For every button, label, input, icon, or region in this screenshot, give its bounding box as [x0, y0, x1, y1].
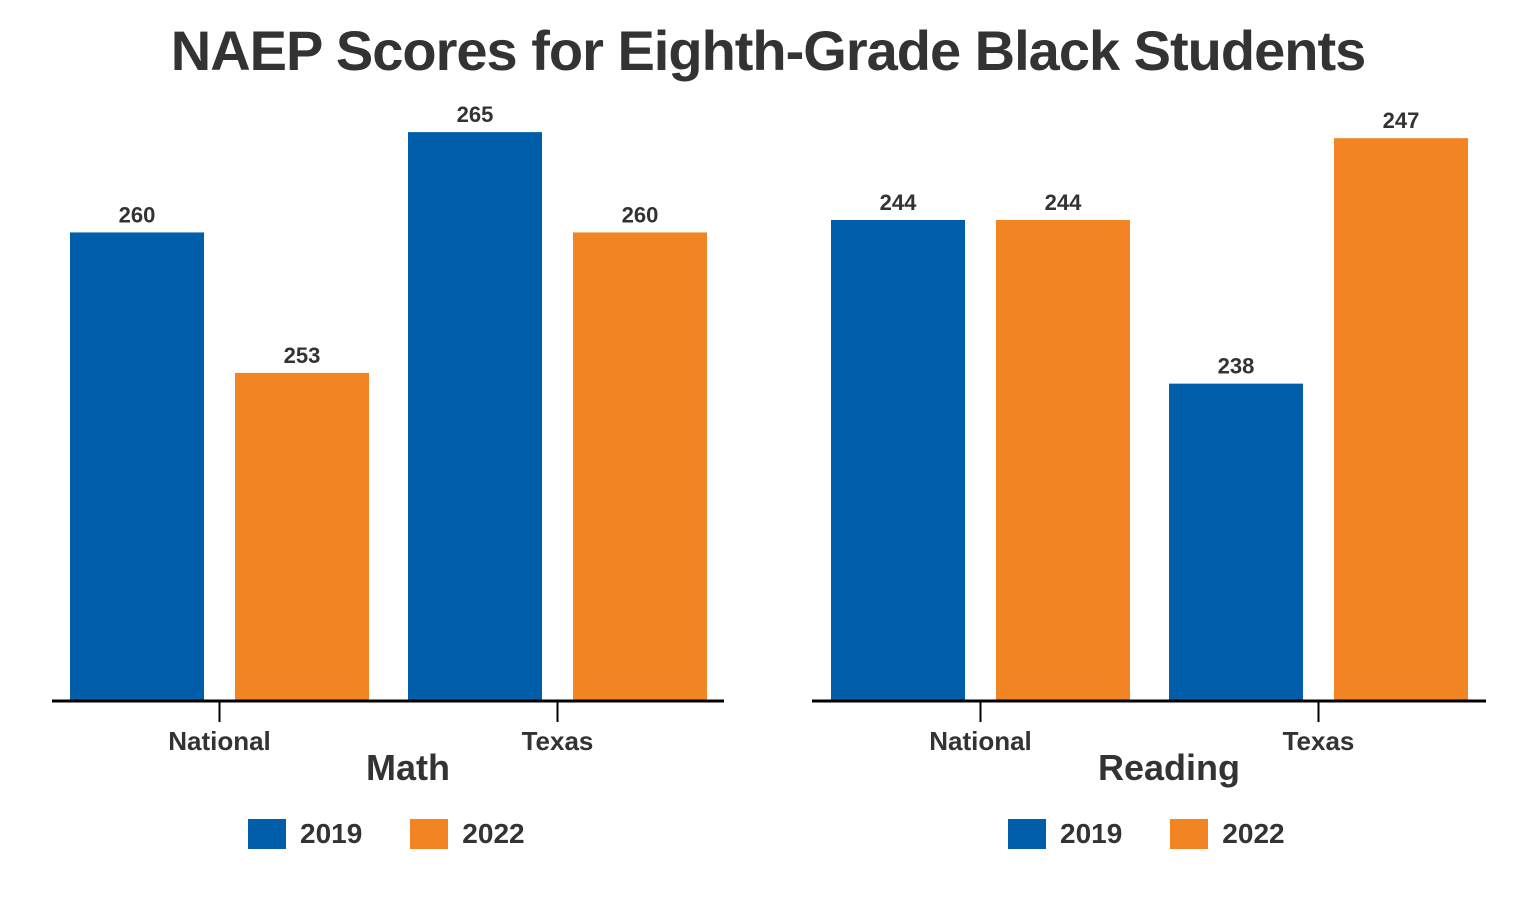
data-label: 260	[622, 202, 659, 227]
legend-label-2022: 2022	[462, 818, 524, 850]
data-label: 238	[1218, 354, 1255, 379]
x-tick-label: National	[929, 726, 1032, 756]
legend-item-2022: 2022	[1170, 818, 1284, 850]
x-axis-title: Reading	[1098, 747, 1240, 788]
data-label: 244	[880, 190, 917, 215]
legend-swatch-2019	[1008, 819, 1046, 849]
legend-swatch-2019	[248, 819, 286, 849]
legend-math: 2019 2022	[248, 818, 573, 850]
x-tick-label: Texas	[1283, 726, 1355, 756]
bar-math-national-2022	[235, 373, 369, 700]
legend-swatch-2022	[410, 819, 448, 849]
legend-reading: 2019 2022	[1008, 818, 1333, 850]
data-label: 265	[457, 102, 494, 127]
charts-canvas: 260 253 National 265 260 Texas Math 244 244 Natio…	[0, 0, 1536, 912]
legend-label-2019: 2019	[300, 818, 362, 850]
bar-math-texas-2019	[408, 132, 542, 700]
x-tick-label: National	[168, 726, 271, 756]
bar-reading-national-2019	[831, 220, 965, 700]
legend-item-2022: 2022	[410, 818, 524, 850]
legend-label-2019: 2019	[1060, 818, 1122, 850]
x-tick-label: Texas	[522, 726, 594, 756]
legend-item-2019: 2019	[1008, 818, 1122, 850]
bar-reading-texas-2019	[1169, 384, 1303, 700]
data-label: 253	[284, 343, 321, 368]
bar-math-texas-2022	[573, 232, 707, 700]
x-axis-title: Math	[366, 747, 450, 788]
data-label: 260	[119, 202, 156, 227]
bar-reading-texas-2022	[1334, 138, 1468, 700]
data-label: 247	[1383, 108, 1420, 133]
legend-item-2019: 2019	[248, 818, 362, 850]
bar-reading-national-2022	[996, 220, 1130, 700]
bar-math-national-2019	[70, 232, 204, 700]
data-label: 244	[1045, 190, 1082, 215]
legend-swatch-2022	[1170, 819, 1208, 849]
legend-label-2022: 2022	[1222, 818, 1284, 850]
